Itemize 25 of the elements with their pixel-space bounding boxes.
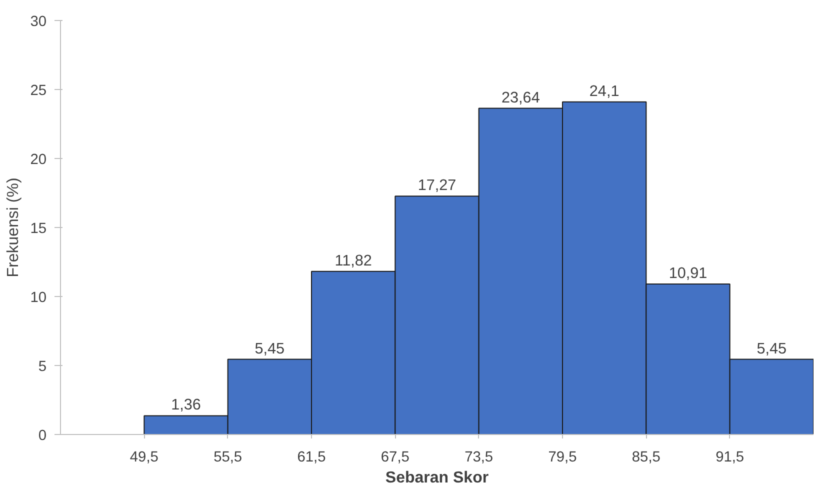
y-axis-title: Frekuensi (%): [5, 178, 22, 278]
x-axis-title: Sebaran Skor: [385, 470, 489, 486]
data-label: 10,91: [668, 264, 708, 282]
x-tick-label: 49,5: [130, 450, 158, 466]
y-tick-label: 5: [38, 359, 47, 375]
data-label: 24,1: [589, 82, 620, 100]
x-tick-label: 91,5: [716, 450, 744, 466]
y-tick-label: 10: [30, 290, 47, 306]
data-label: 17,27: [418, 177, 456, 194]
x-tick-label: 73,5: [464, 450, 494, 466]
x-tick-label: 61,5: [297, 450, 326, 466]
x-tick-label: 85,5: [632, 450, 660, 466]
data-label: 1,36: [171, 396, 201, 414]
data-label: 5,45: [254, 340, 285, 358]
x-tick-label: 67,5: [380, 450, 410, 466]
y-tick-label: 0: [38, 428, 47, 444]
data-label: 23,64: [501, 89, 540, 106]
y-tick-label: 30: [30, 14, 47, 30]
y-tick-label: 20: [30, 152, 47, 168]
y-tick-label: 15: [30, 221, 47, 237]
x-tick-label: 79,5: [548, 450, 577, 466]
data-label: 5,45: [756, 340, 787, 358]
y-tick-label: 25: [30, 83, 47, 99]
x-tick-label: 55,5: [214, 450, 242, 466]
data-label: 11,82: [334, 252, 372, 270]
